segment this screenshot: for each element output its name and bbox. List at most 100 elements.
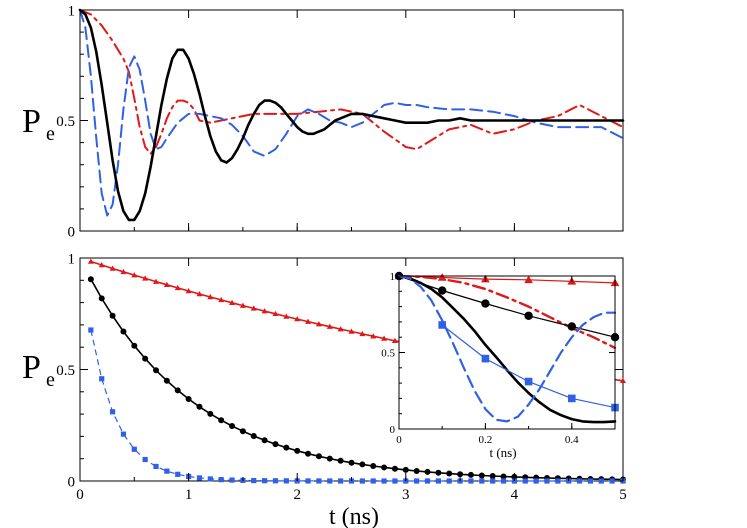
bottom-xtick-label: 5 bbox=[619, 487, 627, 503]
bottom-point-black-circles bbox=[348, 459, 355, 466]
bottom-point-black-circles bbox=[326, 455, 333, 462]
bottom-point-red-triangles bbox=[196, 290, 203, 297]
bottom-point-blue-squares bbox=[229, 477, 235, 483]
bottom-point-red-triangles bbox=[315, 321, 322, 327]
inset-point-black-circles bbox=[567, 322, 576, 331]
bottom-point-red-triangles bbox=[185, 287, 192, 294]
bottom-point-black-circles bbox=[500, 473, 507, 480]
bottom-point-black-circles bbox=[391, 465, 398, 472]
bottom-point-black-circles bbox=[131, 342, 138, 349]
bottom-point-red-triangles bbox=[620, 377, 626, 384]
bottom-point-blue-squares bbox=[218, 476, 224, 483]
bottom-point-red-triangles bbox=[131, 272, 138, 278]
bottom-point-red-triangles bbox=[348, 328, 355, 334]
inset-line-red-triangles bbox=[398, 275, 616, 284]
top-line-black bbox=[78, 8, 625, 222]
bottom-point-blue-squares bbox=[359, 478, 365, 484]
bottom-ylabel: P bbox=[22, 349, 41, 386]
bottom-xtick-label: 4 bbox=[511, 487, 519, 503]
bottom-point-black-circles bbox=[207, 410, 214, 417]
bottom-point-blue-squares bbox=[99, 376, 105, 382]
inset-point-red-triangles bbox=[524, 275, 533, 284]
bottom-ylabel-subscript: e bbox=[46, 369, 55, 391]
top-line-red bbox=[79, 9, 624, 155]
bottom-point-blue-squares bbox=[500, 478, 507, 484]
bottom-point-blue-squares bbox=[164, 468, 170, 474]
bottom-point-black-circles bbox=[196, 403, 203, 410]
bottom-point-red-triangles bbox=[326, 323, 333, 329]
bottom-point-red-triangles bbox=[163, 281, 170, 288]
bottom-point-blue-squares bbox=[120, 431, 127, 437]
bottom-point-black-circles bbox=[305, 450, 312, 457]
bottom-point-red-triangles bbox=[153, 278, 160, 284]
inset-point-red-triangles bbox=[437, 273, 447, 281]
inset-point-blue-squares bbox=[438, 321, 446, 329]
bottom-point-blue-squares bbox=[522, 478, 528, 484]
bottom-xtick-label: 2 bbox=[293, 487, 301, 503]
bottom-point-blue-squares bbox=[175, 471, 181, 477]
bottom-point-blue-squares bbox=[555, 478, 561, 484]
bottom-xlabel: t (ns) bbox=[329, 504, 379, 528]
bottom-point-blue-squares bbox=[468, 478, 474, 484]
bottom-point-black-circles bbox=[337, 457, 344, 464]
bottom-point-black-circles bbox=[229, 423, 236, 430]
bottom-point-blue-squares bbox=[490, 478, 496, 484]
inset-xtick-label: 0.4 bbox=[565, 434, 579, 446]
bottom-point-red-triangles bbox=[229, 299, 236, 305]
bottom-point-blue-squares bbox=[609, 478, 615, 484]
inset-point-blue-squares bbox=[524, 377, 533, 386]
bottom-point-blue-squares bbox=[381, 478, 387, 484]
inset-line-red-dashdot bbox=[397, 274, 617, 350]
top-ytick-label: 0 bbox=[68, 224, 76, 240]
inset-point-black-circles bbox=[524, 311, 533, 320]
bottom-ytick-label: 1 bbox=[68, 251, 76, 267]
bottom-panel: 0 0.5 1 0 1 2 3 4 5 P e t (ns) bbox=[22, 251, 627, 528]
bottom-point-red-triangles bbox=[381, 335, 388, 341]
inset-ytick-label: 0.5 bbox=[381, 347, 395, 359]
bottom-point-blue-squares bbox=[392, 478, 398, 484]
bottom-point-black-circles bbox=[315, 453, 322, 460]
bottom-point-blue-squares bbox=[283, 478, 289, 484]
bottom-point-red-triangles bbox=[294, 316, 301, 322]
inset-xlabel: t (ns) bbox=[489, 445, 516, 460]
bottom-point-black-circles bbox=[424, 468, 431, 475]
bottom-point-blue-squares bbox=[479, 478, 485, 484]
bottom-point-blue-squares bbox=[587, 478, 594, 484]
bottom-point-blue-squares bbox=[446, 478, 452, 484]
top-ytick-label: 1 bbox=[68, 3, 76, 19]
bottom-point-red-triangles bbox=[98, 262, 105, 268]
bottom-ytick-label: 0.5 bbox=[56, 363, 75, 379]
bottom-point-red-triangles bbox=[87, 258, 94, 264]
bottom-point-red-triangles bbox=[337, 326, 344, 332]
inset-line-blue-dashed bbox=[397, 274, 617, 423]
inset-ytick-label: 0 bbox=[390, 424, 396, 436]
inset-panel: 0 0.5 1 0 0.2 0.4 t (ns) bbox=[381, 271, 620, 460]
bottom-point-blue-squares bbox=[272, 478, 279, 484]
top-ylabel: P bbox=[22, 103, 41, 140]
top-line-blue bbox=[79, 9, 624, 217]
bottom-point-red-triangles bbox=[120, 268, 127, 275]
bottom-point-red-triangles bbox=[272, 310, 279, 317]
bottom-point-black-circles bbox=[413, 467, 420, 474]
bottom-point-red-triangles bbox=[370, 333, 377, 339]
bottom-point-black-circles bbox=[359, 461, 366, 468]
bottom-xtick-label: 3 bbox=[402, 487, 410, 503]
bottom-point-red-triangles bbox=[283, 313, 290, 319]
bottom-xtick-label: 1 bbox=[185, 487, 193, 503]
bottom-point-black-circles bbox=[163, 377, 170, 384]
bottom-point-blue-squares bbox=[435, 478, 441, 484]
bottom-point-black-circles bbox=[120, 328, 127, 335]
inset-series-group bbox=[394, 271, 620, 424]
bottom-point-black-circles bbox=[478, 472, 485, 479]
bottom-point-black-circles bbox=[283, 444, 290, 451]
bottom-point-black-circles bbox=[87, 276, 94, 283]
bottom-point-black-circles bbox=[457, 471, 464, 478]
bottom-point-black-circles bbox=[467, 471, 474, 478]
bottom-point-black-circles bbox=[489, 473, 496, 480]
bottom-point-black-circles bbox=[370, 463, 377, 470]
bottom-point-black-circles bbox=[185, 395, 192, 402]
bottom-point-black-circles bbox=[218, 417, 225, 424]
bottom-point-blue-squares bbox=[338, 478, 344, 484]
bottom-point-black-circles bbox=[98, 295, 105, 302]
bottom-point-blue-squares bbox=[142, 456, 148, 463]
